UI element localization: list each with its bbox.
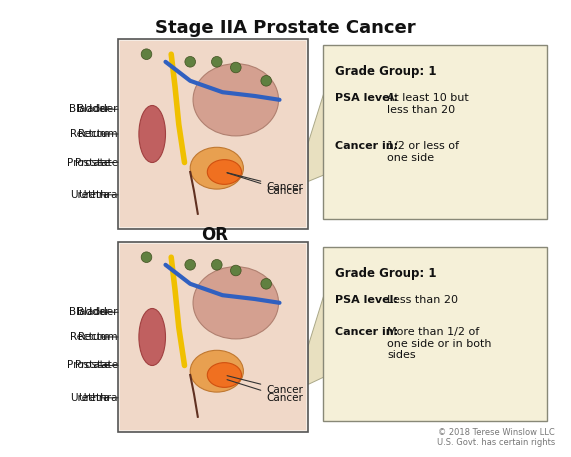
Text: Grade Group: 1: Grade Group: 1: [335, 65, 436, 78]
Text: Prostate: Prostate: [75, 361, 118, 371]
Text: At least 10 but
less than 20: At least 10 but less than 20: [387, 93, 469, 115]
Text: Prostate: Prostate: [75, 158, 118, 168]
Circle shape: [211, 260, 222, 270]
Bar: [120, 244, 306, 430]
Polygon shape: [308, 90, 325, 181]
Text: Prostate: Prostate: [67, 361, 118, 371]
Text: Bladder: Bladder: [78, 104, 118, 114]
Text: Stage IIA Prostate Cancer: Stage IIA Prostate Cancer: [155, 19, 415, 37]
Text: Cancer: Cancer: [227, 380, 303, 403]
Text: Rectum: Rectum: [70, 332, 118, 342]
Ellipse shape: [190, 147, 243, 189]
Ellipse shape: [193, 64, 279, 136]
Text: Rectum: Rectum: [70, 129, 118, 139]
Text: Bladder: Bladder: [70, 104, 118, 114]
Text: Rectum: Rectum: [78, 129, 118, 139]
Text: Rectum: Rectum: [78, 332, 118, 342]
Ellipse shape: [190, 351, 243, 392]
Circle shape: [141, 49, 152, 59]
Text: Urethra: Urethra: [70, 190, 118, 200]
Circle shape: [231, 62, 241, 73]
Bar: [120, 41, 306, 227]
Text: Cancer in:: Cancer in:: [335, 141, 398, 151]
Polygon shape: [308, 292, 325, 384]
FancyBboxPatch shape: [118, 39, 308, 229]
Text: Less than 20: Less than 20: [387, 295, 458, 305]
Circle shape: [185, 260, 195, 270]
Text: OR: OR: [202, 226, 228, 244]
Ellipse shape: [139, 106, 166, 163]
Text: Cancer: Cancer: [227, 376, 303, 395]
Text: Urethra: Urethra: [70, 393, 118, 403]
Text: Cancer: Cancer: [227, 173, 303, 192]
Circle shape: [261, 278, 272, 289]
Circle shape: [231, 265, 241, 276]
Text: Prostate: Prostate: [67, 158, 118, 168]
Text: PSA level:: PSA level:: [335, 93, 398, 103]
Ellipse shape: [139, 308, 166, 366]
Circle shape: [141, 252, 152, 262]
Ellipse shape: [207, 159, 242, 184]
FancyBboxPatch shape: [118, 242, 308, 432]
FancyBboxPatch shape: [323, 45, 547, 219]
Circle shape: [211, 57, 222, 67]
Text: Urethra: Urethra: [78, 190, 118, 200]
Ellipse shape: [207, 363, 242, 388]
Text: 1/2 or less of
one side: 1/2 or less of one side: [387, 141, 459, 163]
FancyBboxPatch shape: [323, 247, 547, 421]
Text: Cancer in:: Cancer in:: [335, 327, 398, 337]
Ellipse shape: [193, 267, 279, 339]
Text: Bladder: Bladder: [70, 307, 118, 317]
Circle shape: [185, 57, 195, 67]
Text: Bladder: Bladder: [78, 307, 118, 317]
Text: PSA level:: PSA level:: [335, 295, 398, 305]
Text: Cancer: Cancer: [227, 173, 303, 196]
Text: Grade Group: 1: Grade Group: 1: [335, 267, 436, 280]
Text: © 2018 Terese Winslow LLC
U.S. Govt. has certain rights: © 2018 Terese Winslow LLC U.S. Govt. has…: [437, 428, 555, 447]
Text: More than 1/2 of
one side or in both
sides: More than 1/2 of one side or in both sid…: [387, 327, 492, 360]
Text: Urethra: Urethra: [78, 393, 118, 403]
Circle shape: [261, 75, 272, 86]
